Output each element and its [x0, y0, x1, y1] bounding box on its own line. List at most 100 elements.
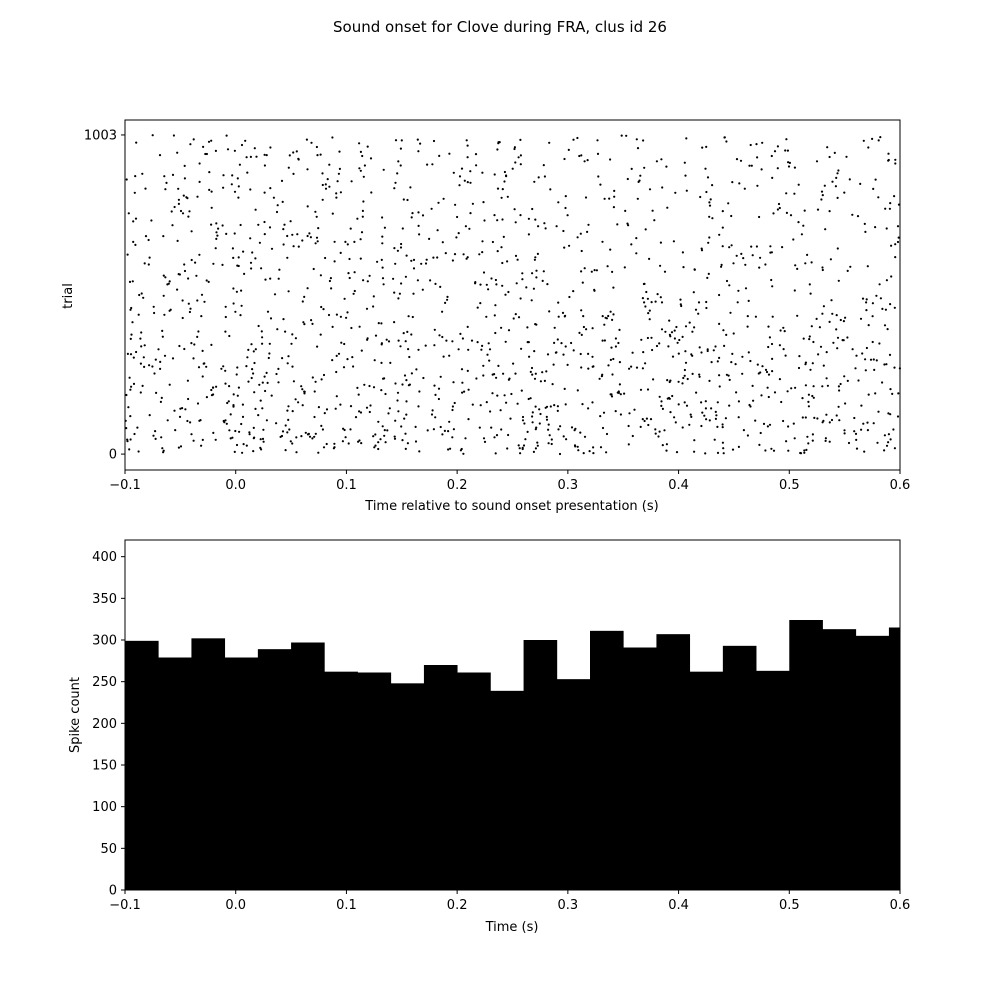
spike-dot [749, 359, 752, 363]
spike-dot [862, 139, 865, 142]
spike-dot [625, 134, 628, 137]
spike-dot [887, 441, 890, 444]
spike-dot [401, 439, 404, 442]
spike-dot [531, 421, 534, 424]
spike-dot [500, 428, 503, 431]
spike-dot [682, 376, 685, 380]
spike-dot [134, 217, 138, 220]
spike-dot [698, 375, 701, 378]
spike-dot [578, 154, 581, 158]
spike-dot [787, 425, 790, 428]
spike-dot [487, 342, 490, 345]
x-tick-label: 0.2 [447, 478, 468, 493]
spike-dot [742, 429, 746, 432]
spike-dot [721, 226, 724, 229]
spike-dot [404, 447, 407, 450]
spike-dot [208, 188, 211, 191]
spike-dot [883, 363, 886, 366]
x-tick-label: 0.3 [558, 898, 579, 913]
spike-dot [196, 402, 200, 405]
spike-dot [837, 405, 840, 408]
spike-dot [583, 267, 586, 270]
spike-dot [230, 183, 233, 186]
spike-dot [586, 159, 589, 162]
spike-dot [338, 167, 341, 170]
spike-dot [467, 418, 470, 421]
spike-dot [143, 262, 146, 265]
spike-dot [278, 268, 281, 271]
spike-dot [755, 245, 759, 248]
spike-dot [710, 407, 713, 410]
spike-dot [308, 435, 312, 438]
spike-dot [258, 241, 261, 244]
spike-dot [281, 430, 285, 433]
spike-dot [514, 313, 517, 316]
spike-dot [547, 428, 550, 431]
spike-dot [749, 405, 752, 408]
spike-dot [647, 423, 650, 427]
spike-dot [311, 322, 314, 325]
spike-dot [732, 332, 735, 335]
spike-dot [363, 164, 366, 167]
spike-dot [195, 274, 198, 277]
spike-dot [566, 363, 569, 366]
spike-dot [490, 277, 493, 280]
spike-dot [793, 192, 796, 195]
spike-dot [785, 440, 788, 443]
spike-dot [462, 452, 465, 455]
spike-dot [751, 384, 754, 387]
spike-dot [452, 428, 455, 431]
spike-dot [846, 336, 849, 339]
spike-dot [872, 187, 875, 190]
spike-dot [297, 245, 300, 248]
spike-dot [730, 244, 733, 247]
spike-dot [497, 141, 500, 144]
spike-dot [359, 411, 363, 414]
spike-dot [331, 212, 334, 215]
histogram-x-ticks: −0.1 0.0 0.1 0.2 0.3 0.4 0.5 0.6 [109, 890, 910, 913]
spike-dot [163, 313, 166, 316]
spike-dot [526, 326, 529, 329]
spike-dot [725, 333, 728, 336]
histogram-bar [224, 657, 259, 890]
spike-dot [466, 156, 469, 159]
spike-dot [783, 330, 786, 333]
spike-dot [710, 361, 713, 364]
spike-dot [792, 238, 795, 241]
spike-dot [215, 222, 218, 225]
spike-dot [705, 300, 708, 304]
spike-dot [154, 430, 157, 433]
spike-dot [493, 173, 496, 176]
spike-dot [593, 269, 596, 272]
spike-dot [396, 399, 399, 402]
spike-dot [277, 367, 280, 370]
raster-x-ticks: −0.1 0.0 0.1 0.2 0.3 0.4 0.5 0.6 [109, 470, 910, 493]
spike-dot [291, 333, 294, 336]
spike-dot [771, 315, 774, 318]
spike-dot [643, 166, 646, 169]
spike-dot [210, 190, 213, 193]
spike-dot [431, 163, 434, 166]
spike-dot [183, 263, 186, 266]
spike-dot [666, 206, 669, 209]
x-tick-label: 0.6 [890, 478, 911, 493]
spike-dot [503, 170, 506, 174]
spike-dot [249, 261, 253, 264]
spike-dot [564, 345, 567, 348]
spike-dot [887, 433, 891, 436]
spike-dot [630, 167, 633, 170]
spike-dot [517, 156, 520, 159]
spike-dot [708, 379, 711, 382]
spike-dot [693, 326, 696, 329]
spike-dot [186, 379, 189, 382]
spike-dot [251, 368, 254, 371]
spike-dot [403, 374, 407, 377]
spike-dot [767, 345, 770, 349]
spike-dot [654, 428, 657, 431]
spike-dot [382, 283, 385, 286]
spike-dot [630, 243, 633, 246]
spike-dot [241, 451, 244, 454]
spike-dot [586, 230, 589, 233]
spike-dot [646, 336, 650, 340]
spike-dot [828, 440, 831, 443]
